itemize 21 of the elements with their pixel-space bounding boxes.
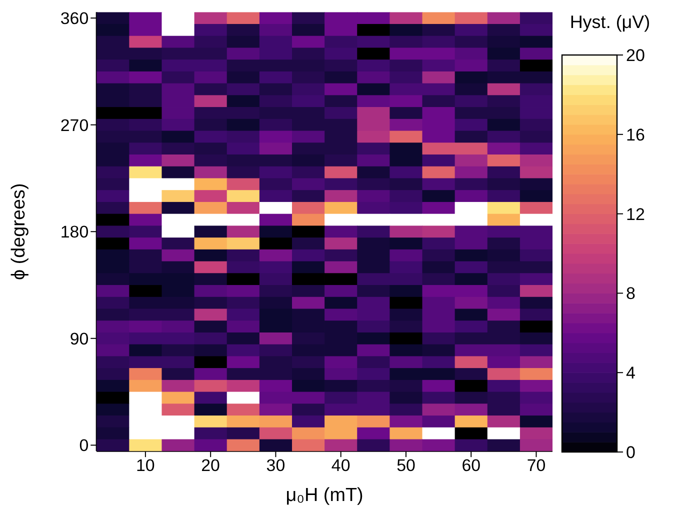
color-bar-label: 20	[626, 46, 646, 65]
x-tick-label: 50	[396, 456, 416, 476]
x-tick-label: 60	[462, 456, 481, 476]
y-tick-label: 360	[60, 9, 89, 28]
y-tick-label: 90	[70, 329, 89, 348]
color-bar-label: 8	[626, 284, 636, 304]
y-tick-label: 270	[60, 116, 89, 135]
x-tick-label: 10	[136, 456, 155, 476]
x-tick-label: 70	[526, 456, 546, 476]
x-tick-label: 30	[266, 456, 286, 476]
color-bar-label: 16	[626, 125, 646, 144]
x-axis-title: μ₀H (mT)	[286, 484, 364, 506]
x-tick-label: 20	[201, 456, 220, 476]
y-tick-label: 180	[60, 222, 89, 242]
color-bar-label: 12	[626, 204, 646, 224]
color-bar-title: Hyst. (μV)	[570, 12, 651, 32]
color-bar-label: 4	[626, 364, 636, 383]
x-tick-label: 40	[331, 456, 350, 476]
y-tick-label: 0	[79, 436, 89, 456]
y-axis-title: ϕ (degrees)	[8, 183, 30, 280]
color-bar-label: 0	[626, 443, 636, 462]
